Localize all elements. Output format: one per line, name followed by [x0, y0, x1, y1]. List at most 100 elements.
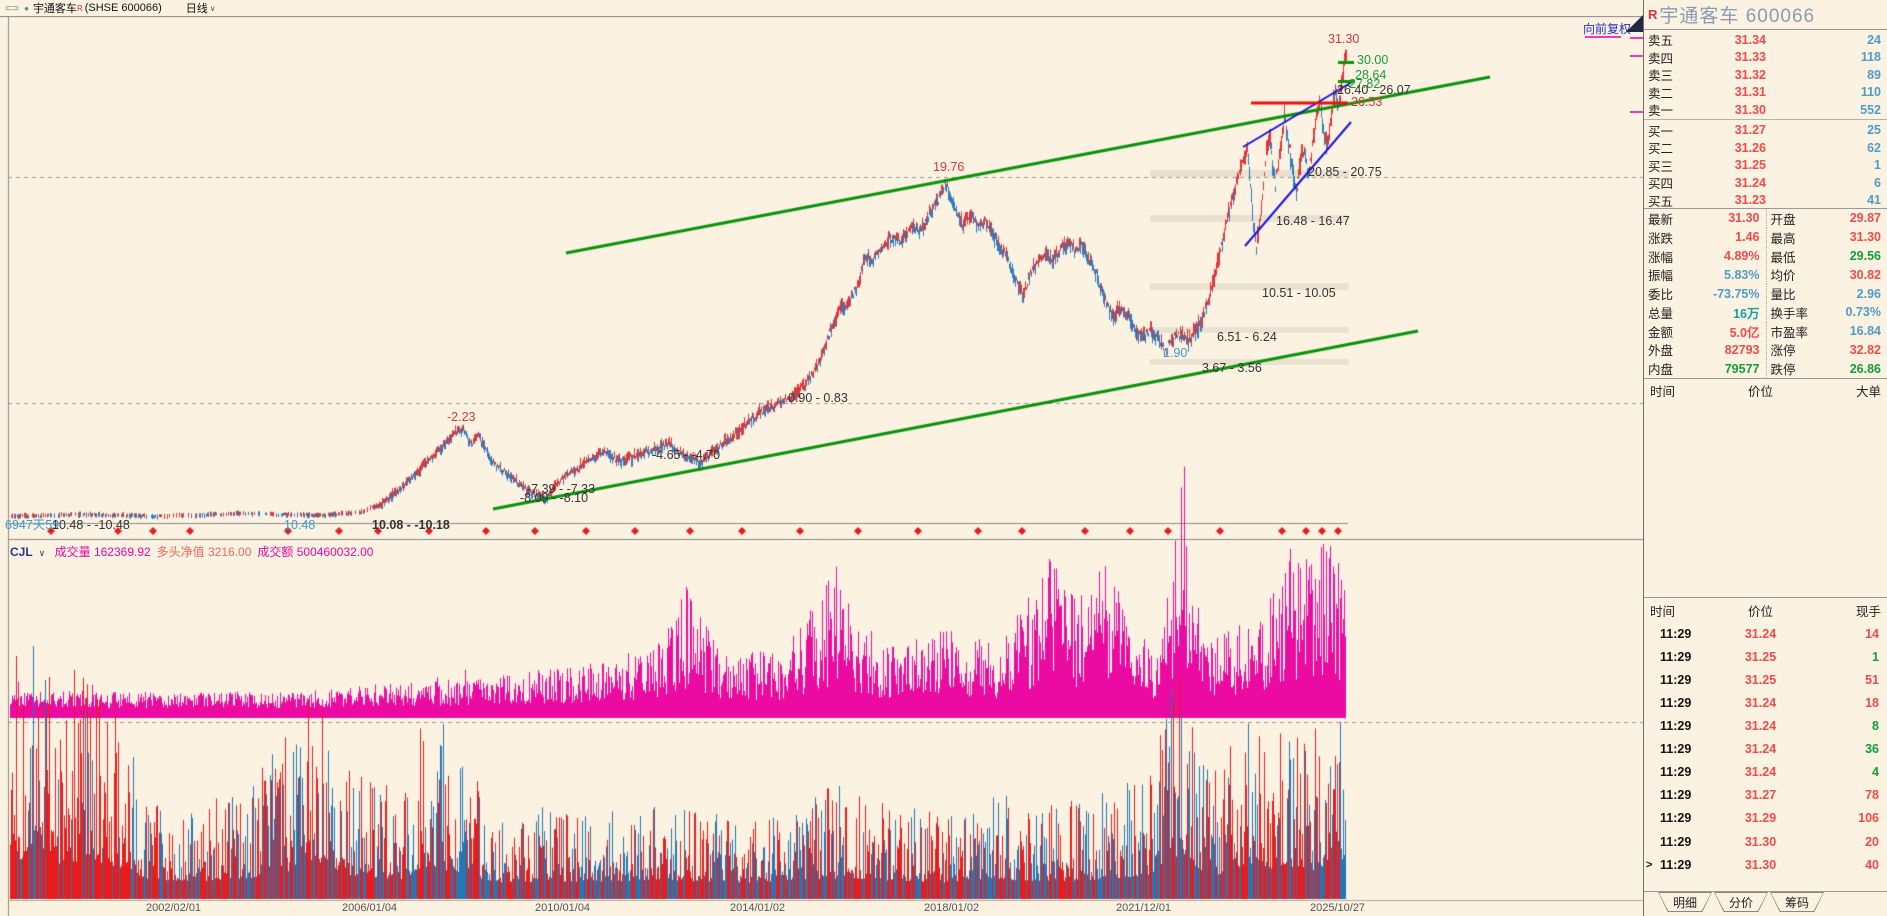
chevron-down-icon[interactable]: ∨: [209, 3, 216, 13]
ask-row-2[interactable]: 卖四 31.33 118: [1644, 48, 1887, 66]
level-price: 31.23: [1734, 193, 1766, 207]
level-qty: 1: [1874, 158, 1881, 172]
bid-ask-divider: [1644, 118, 1887, 120]
tick-row-5[interactable]: 11:29 31.24 8: [1644, 715, 1887, 738]
big-order-list-empty: [1644, 401, 1887, 597]
ask-row-3[interactable]: 卖三 31.32 89: [1644, 65, 1887, 84]
tick-row-1[interactable]: 11:29 31.24 14: [1644, 622, 1887, 645]
tick-qty: 106: [1858, 811, 1879, 826]
stat-value: 29.87: [1849, 211, 1881, 226]
stat-row-2: 涨跌 1.46 最高 31.30: [1644, 227, 1887, 247]
date-tick: 2025/10/27: [1310, 902, 1366, 914]
stat-value: 2.96: [1856, 286, 1881, 301]
stat-value: -73.75%: [1712, 286, 1760, 301]
stat-value: 32.82: [1849, 342, 1881, 357]
tick-time: 11:29: [1660, 834, 1692, 849]
tick-price: 31.27: [1744, 788, 1777, 803]
panel-tabs: 明细 分价 筹码: [1644, 891, 1887, 916]
level-price: 31.24: [1734, 175, 1766, 190]
tick-list: 时间 价位 现手 11:29 31.24 14 11:29 31.25 1 11…: [1644, 597, 1887, 876]
indicator-name[interactable]: CJL: [10, 545, 33, 559]
stat-label: 市盈率: [1770, 325, 1809, 340]
stat-row-7: 金额 5.0亿 市盈率 16.84: [1644, 321, 1887, 341]
level-label: 卖五: [1648, 34, 1674, 48]
bid-row-4[interactable]: 买四 31.24 6: [1644, 173, 1887, 192]
tick-row-3[interactable]: 11:29 31.25 51: [1644, 668, 1887, 691]
bid-row-2[interactable]: 买二 31.26 62: [1644, 138, 1887, 157]
stat-label: 最高: [1770, 231, 1796, 246]
tick-row-7[interactable]: 11:29 31.24 4: [1644, 761, 1887, 784]
stat-value: 82793: [1724, 342, 1760, 357]
tab-分价[interactable]: 分价: [1714, 892, 1768, 912]
tick-time: 11:29: [1660, 811, 1692, 826]
tick-qty: 8: [1872, 719, 1879, 734]
level-qty: 110: [1860, 85, 1881, 99]
link-icon[interactable]: ⊂⊃: [5, 2, 19, 13]
tick-time: 11:29: [1660, 857, 1692, 872]
level-qty: 552: [1860, 102, 1881, 117]
stat-value: 16.84: [1849, 324, 1881, 339]
price-label: 27.82: [1349, 77, 1381, 91]
col-price: 价位: [1747, 604, 1773, 619]
tab-筹码[interactable]: 筹码: [1770, 892, 1824, 912]
stock-dot-icon: ●: [24, 3, 29, 13]
tick-row-11[interactable]: > 11:29 31.30 40: [1644, 853, 1887, 876]
level-price: 31.25: [1734, 158, 1766, 172]
quote-panel: R 宇通客车 600066 卖五 31.34 24 卖四 31.33 118 卖三 …: [1643, 0, 1887, 916]
price-label: 6947天59: [5, 518, 60, 532]
forward-adjust-button[interactable]: 向前复权: [1583, 22, 1632, 36]
price-label: 0.90 - 0.83: [788, 391, 848, 405]
stat-value: 26.86: [1849, 361, 1881, 376]
tick-row-10[interactable]: 11:29 31.30 20: [1644, 830, 1887, 853]
ask-row-1[interactable]: 卖五 31.34 24: [1644, 30, 1887, 49]
ask-row-4[interactable]: 卖二 31.31 110: [1644, 83, 1887, 101]
tick-price: 31.24: [1744, 742, 1777, 757]
price-label: 10.51 - 10.05: [1262, 286, 1336, 300]
level-price: 31.27: [1734, 123, 1766, 137]
stat-label: 涨停: [1770, 344, 1796, 359]
tick-qty: 4: [1872, 765, 1879, 780]
stat-row-4: 振幅 5.83% 均价 30.82: [1644, 265, 1887, 285]
date-tick: 2002/02/01: [146, 902, 202, 914]
indicator-item: 多头净值 3216.00: [156, 545, 252, 559]
bid-row-5[interactable]: 买五 31.23 41: [1644, 191, 1887, 209]
tick-row-6[interactable]: 11:29 31.24 36: [1644, 738, 1887, 761]
tick-row-9[interactable]: 11:29 31.29 106: [1644, 807, 1887, 830]
price-label: 30.00: [1357, 53, 1389, 67]
stat-value: 79577: [1724, 361, 1760, 376]
price-label: -8.09 - -8.10: [520, 491, 589, 505]
period-selector[interactable]: 日线: [185, 3, 208, 15]
tick-time: 11:29: [1660, 649, 1692, 664]
level-qty: 62: [1867, 140, 1881, 155]
col-time: 时间: [1650, 385, 1676, 400]
tick-list-header: 时间 价位 现手: [1644, 598, 1887, 622]
ask-row-5[interactable]: 卖一 31.30 552: [1644, 100, 1887, 119]
indicator-item: 成交额 500460032.00: [257, 545, 374, 559]
level-label: 卖四: [1648, 51, 1674, 66]
tick-row-4[interactable]: 11:29 31.24 18: [1644, 691, 1887, 714]
tab-明细[interactable]: 明细: [1658, 892, 1712, 912]
level-label: 卖三: [1648, 69, 1674, 83]
stat-row-3: 涨幅 4.89% 最低 29.56: [1644, 246, 1887, 266]
tick-qty: 40: [1865, 857, 1879, 872]
tick-row-2[interactable]: 11:29 31.25 1: [1644, 645, 1887, 668]
level-label: 买四: [1648, 177, 1674, 191]
tab-label: 筹码: [1784, 895, 1809, 910]
chevron-down-icon[interactable]: ∨: [38, 548, 46, 558]
bid-row-1[interactable]: 买一 31.27 25: [1644, 121, 1887, 139]
tick-time: 11:29: [1660, 672, 1692, 687]
bid-row-3[interactable]: 买三 31.25 1: [1644, 156, 1887, 174]
title-r-badge: R: [76, 3, 83, 13]
stat-row-8: 外盘 82793 涨停 32.82: [1644, 340, 1887, 360]
stat-value: 4.89%: [1724, 249, 1760, 263]
pink-marker: [1630, 111, 1643, 113]
stat-row-1: 最新 31.30 开盘 29.87: [1644, 208, 1887, 228]
title-exchange: (SHSE 600066): [84, 2, 162, 14]
pink-marker: [1630, 37, 1643, 39]
title-stock-name: 宇通客车: [32, 3, 77, 15]
tick-row-8[interactable]: 11:29 31.27 78: [1644, 784, 1887, 807]
col-time: 时间: [1650, 604, 1676, 619]
tick-rows: 11:29 31.24 14 11:29 31.25 1 11:29 31.25…: [1644, 622, 1887, 876]
level-qty: 24: [1867, 32, 1881, 47]
